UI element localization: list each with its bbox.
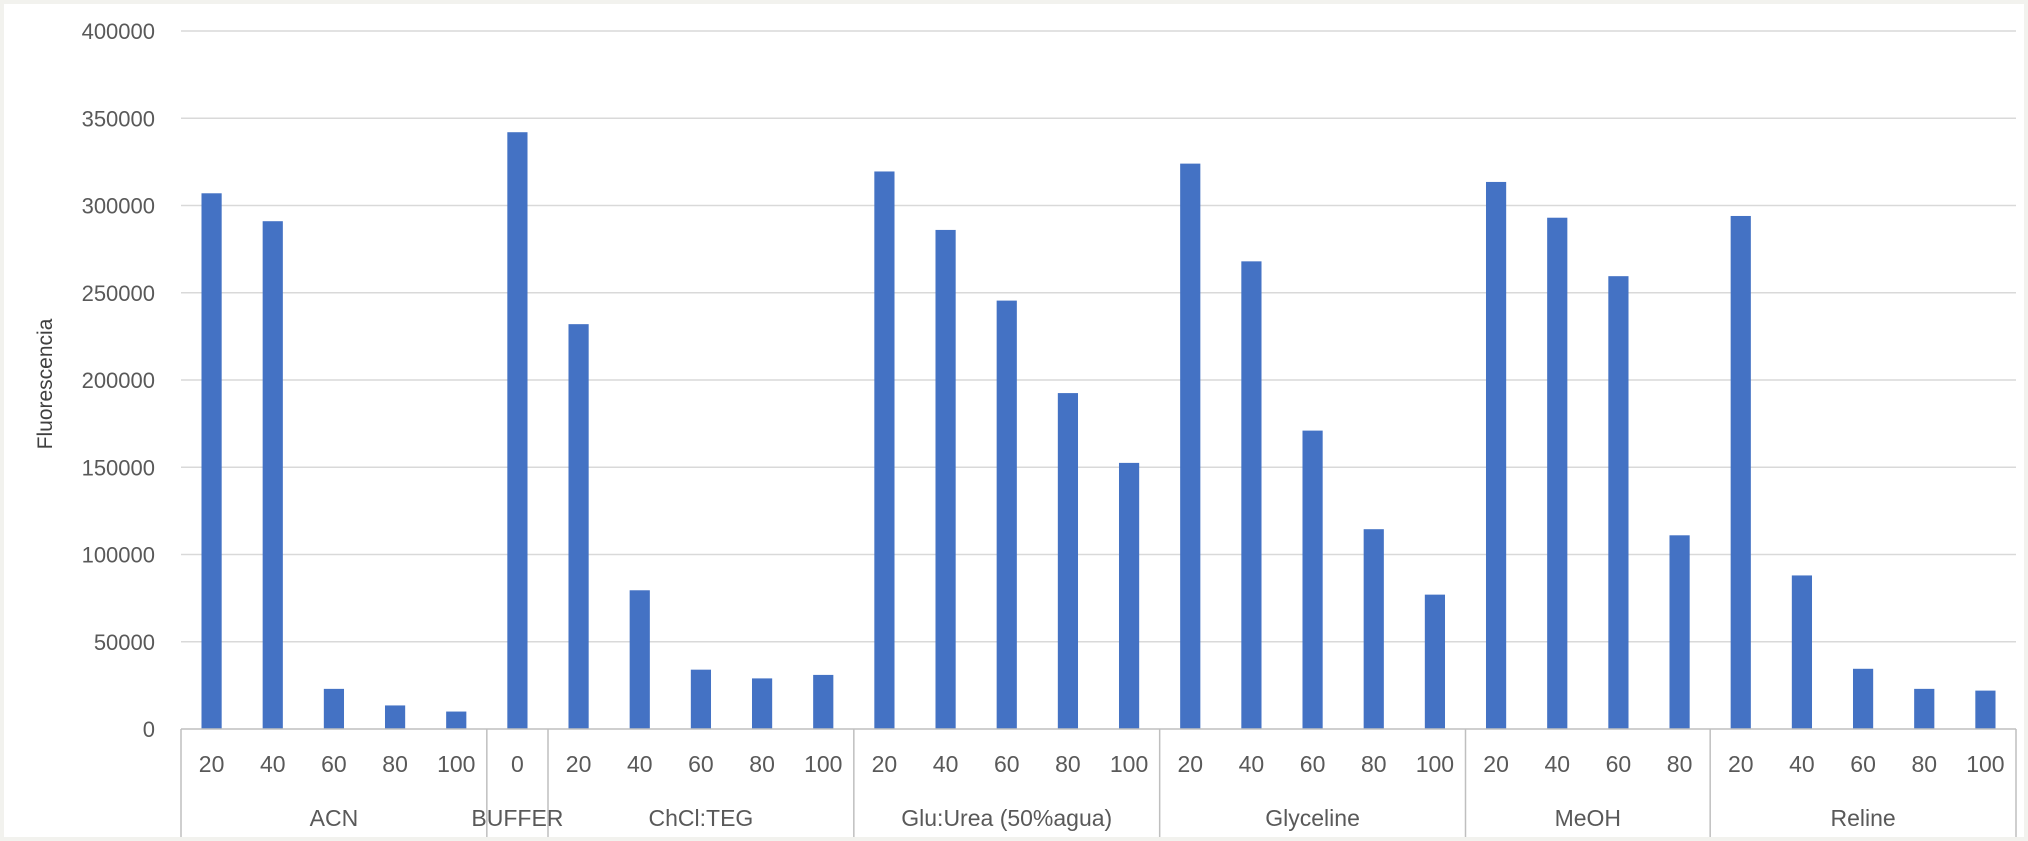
bar — [1608, 276, 1629, 729]
x-tick-label: 80 — [1911, 751, 1937, 777]
x-tick-label: 100 — [437, 751, 475, 777]
gridlines — [181, 30, 2016, 643]
bar — [568, 324, 589, 729]
x-tick-label: 80 — [382, 751, 408, 777]
group-label: ChCl:TEG — [649, 805, 754, 831]
x-axis: 20 40 60 80 100 ACN 0 BUFFER 20 40 60 80 100 ChCl:TEG… — [180, 728, 2017, 837]
group-label: MeOH — [1555, 805, 1621, 831]
bar — [262, 221, 283, 729]
bar — [690, 669, 712, 729]
bar — [1547, 217, 1568, 729]
x-tick-label: 60 — [1606, 751, 1632, 777]
bar — [1424, 594, 1446, 729]
y-tick-label: 400000 — [82, 19, 155, 44]
y-tick-label: 350000 — [82, 106, 155, 131]
bar — [874, 171, 895, 729]
bar — [1914, 688, 1935, 729]
group-label: ACN — [310, 805, 359, 831]
x-tick-label: 100 — [804, 751, 842, 777]
bar — [446, 711, 467, 729]
chart-frame: 0 50000 100000 150000 200000 250000 300000 3500… — [4, 4, 2024, 837]
bar — [1975, 690, 1996, 729]
bars — [201, 132, 1996, 730]
bar — [629, 590, 650, 729]
x-tick-label: 40 — [1544, 751, 1570, 777]
bar — [201, 193, 222, 729]
bar — [323, 688, 345, 729]
x-tick-label: 60 — [321, 751, 347, 777]
y-axis-ticks: 0 50000 100000 150000 200000 250000 300000 3500… — [82, 19, 155, 742]
x-tick-label: 20 — [199, 751, 225, 777]
x-tick-label: 80 — [1361, 751, 1387, 777]
bar — [751, 678, 773, 729]
x-tick-label: 40 — [1239, 751, 1265, 777]
bar — [384, 705, 406, 729]
y-tick-label: 200000 — [82, 368, 155, 393]
x-tick-label: 40 — [1789, 751, 1815, 777]
y-axis-label: Fluorescencia — [34, 318, 57, 449]
x-tick-label: 60 — [688, 751, 714, 777]
y-tick-label: 300000 — [82, 194, 155, 219]
y-tick-label: 150000 — [82, 455, 155, 480]
bar — [1118, 462, 1140, 729]
x-tick-label: 20 — [1177, 751, 1203, 777]
y-tick-label: 0 — [143, 717, 155, 742]
bar — [1241, 261, 1262, 729]
x-tick-label: 100 — [1966, 751, 2004, 777]
bar — [1180, 163, 1201, 729]
x-tick-label: 20 — [1483, 751, 1509, 777]
x-tick-label: 100 — [1416, 751, 1454, 777]
y-tick-label: 50000 — [94, 630, 155, 655]
bar — [507, 132, 528, 729]
bar — [1302, 430, 1323, 729]
x-tick-label: 60 — [994, 751, 1020, 777]
group-label: Glyceline — [1265, 805, 1360, 831]
bar — [1852, 668, 1874, 729]
group-label: BUFFER — [471, 805, 563, 831]
group-label: Glu:Urea (50%agua) — [901, 805, 1112, 831]
bar — [935, 229, 956, 729]
bar — [1057, 393, 1079, 729]
x-tick-label: 60 — [1300, 751, 1326, 777]
x-tick-label: 80 — [1667, 751, 1693, 777]
x-tick-label: 80 — [1055, 751, 1081, 777]
group-label: Reline — [1830, 805, 1895, 831]
bar — [1791, 575, 1813, 729]
x-tick-label: 40 — [260, 751, 286, 777]
bar — [1485, 181, 1507, 729]
x-tick-label: 40 — [933, 751, 959, 777]
x-tick-label: 60 — [1850, 751, 1876, 777]
bar-chart: 0 50000 100000 150000 200000 250000 300000 3500… — [34, 19, 2017, 837]
x-tick-label: 20 — [1728, 751, 1754, 777]
x-tick-label: 20 — [872, 751, 898, 777]
x-tick-label: 20 — [566, 751, 592, 777]
y-tick-label: 100000 — [82, 543, 155, 568]
x-tick-label: 0 — [511, 751, 524, 777]
bar — [813, 674, 834, 729]
x-tick-label: 40 — [627, 751, 653, 777]
bar — [1730, 215, 1751, 730]
bar — [1363, 529, 1384, 729]
y-tick-label: 250000 — [82, 281, 155, 306]
x-tick-label: 100 — [1110, 751, 1148, 777]
x-tick-label: 80 — [749, 751, 775, 777]
bar — [996, 300, 1017, 729]
bar — [1669, 535, 1690, 729]
